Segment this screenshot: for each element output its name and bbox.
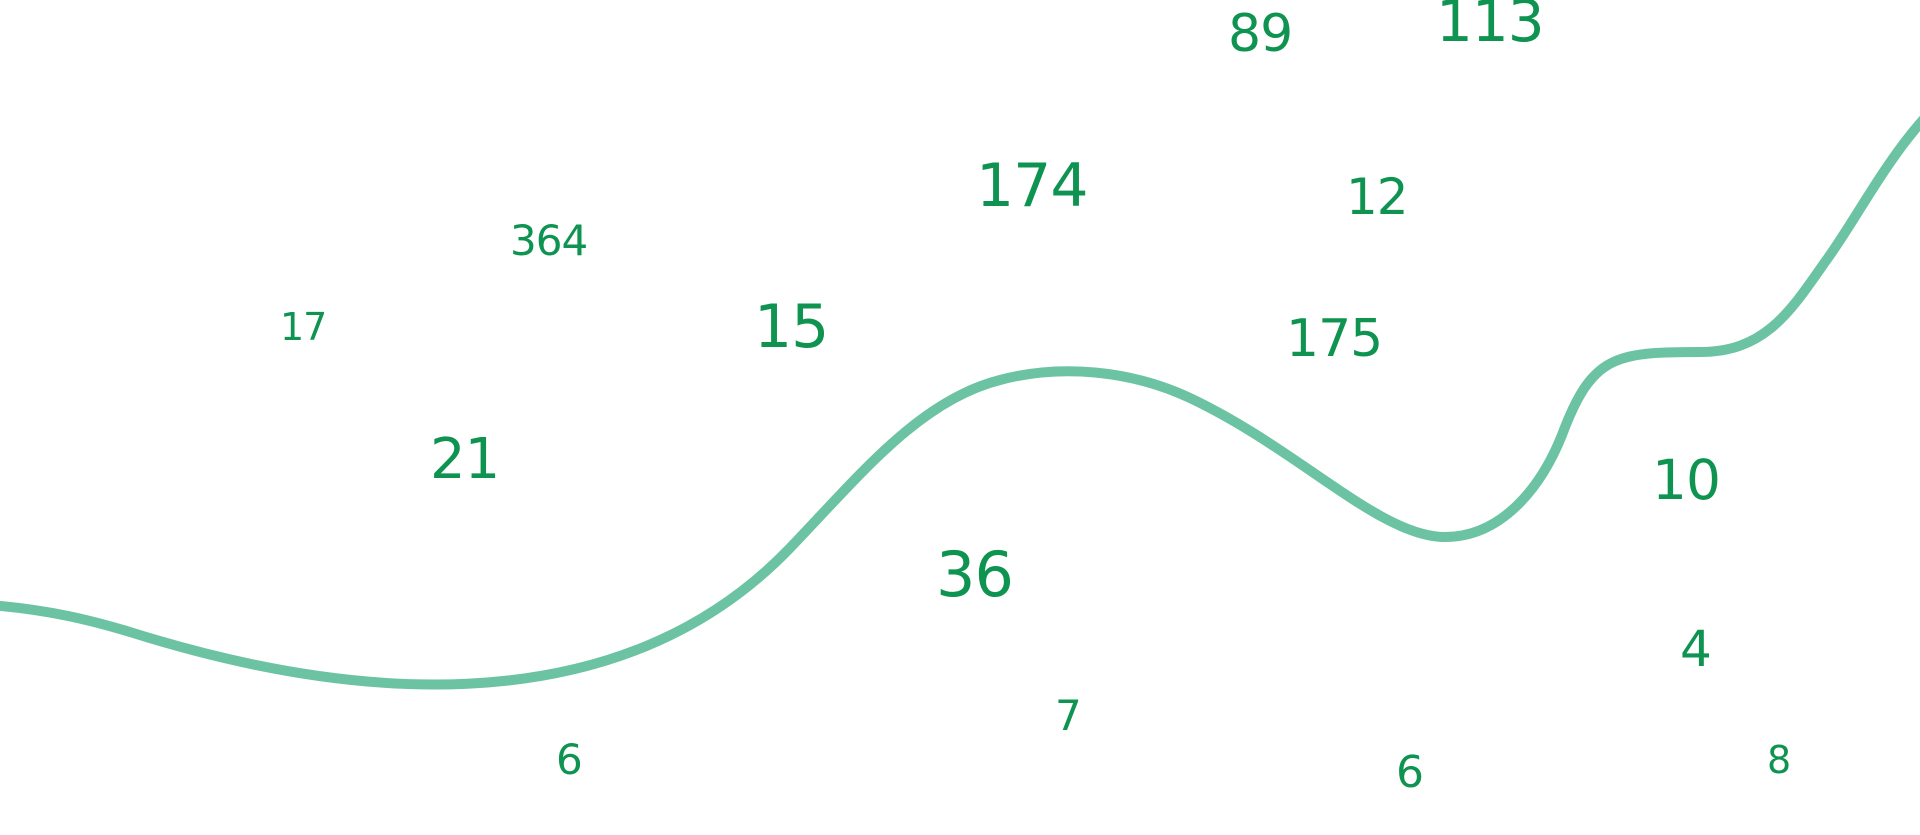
number-label: 8 <box>1767 738 1791 782</box>
number-label: 17 <box>280 305 327 349</box>
number-label: 113 <box>1436 0 1545 55</box>
number-label: 6 <box>556 735 583 784</box>
number-label: 6 <box>1396 747 1424 798</box>
number-label: 4 <box>1680 620 1712 678</box>
number-label: 15 <box>754 292 829 362</box>
number-label: 364 <box>510 216 588 265</box>
number-label: 7 <box>1055 691 1082 740</box>
number-label: 10 <box>1652 448 1721 512</box>
number-label: 21 <box>430 427 500 492</box>
number-label: 89 <box>1228 4 1293 64</box>
number-label: 175 <box>1286 309 1383 369</box>
number-label: 174 <box>976 151 1089 221</box>
number-label: 36 <box>936 538 1014 611</box>
number-label: 12 <box>1346 168 1409 226</box>
